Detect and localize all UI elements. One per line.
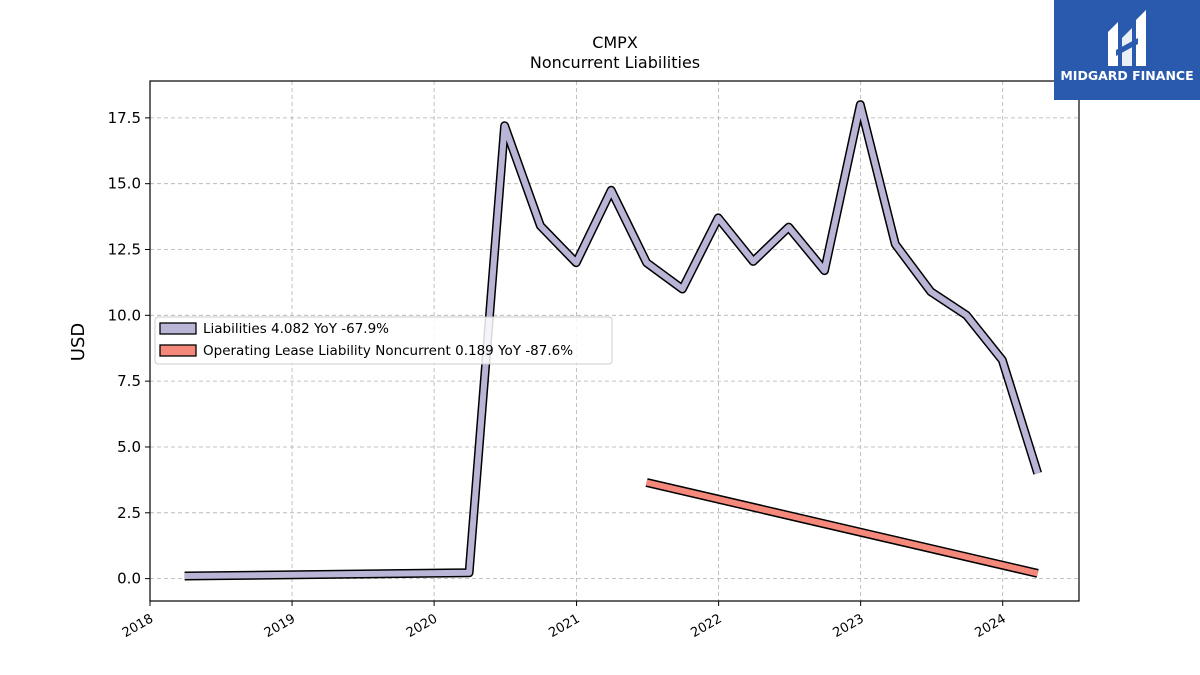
y-tick-label: 15.0 — [108, 175, 141, 193]
midgard-finance-logo: MIDGARD FINANCE — [1054, 0, 1200, 100]
ticks: 0.0 2.5 5.0 7.5 10.0 12.5 15.0 17.5 2018 2019 2020… — [108, 109, 1009, 641]
series-operating-lease-line — [645, 479, 1039, 577]
y-tick-label: 0.0 — [117, 570, 141, 588]
series-liabilities — [184, 100, 1042, 581]
legend: Liabilities 4.082 YoY -67.9% Operating L… — [154, 316, 613, 365]
y-axis-label: USD — [68, 323, 89, 361]
x-tick-label: 2022 — [688, 611, 724, 641]
x-tick-label: 2023 — [831, 611, 867, 641]
x-tick-label: 2019 — [262, 611, 298, 641]
y-tick-label: 5.0 — [117, 438, 141, 456]
x-tick-label: 2020 — [404, 611, 440, 641]
legend-label-operating-lease: Operating Lease Liability Noncurrent 0.1… — [203, 343, 573, 359]
chart-subtitle: Noncurrent Liabilities — [530, 53, 700, 72]
series-layer — [184, 100, 1042, 581]
y-tick-label: 10.0 — [108, 306, 141, 324]
y-tick-label: 12.5 — [108, 241, 141, 259]
legend-box — [154, 316, 613, 365]
x-tick-label: 2018 — [120, 611, 156, 641]
y-tick-label: 17.5 — [108, 109, 141, 127]
legend-swatch-liabilities — [159, 322, 197, 335]
legend-swatch-operating-lease — [159, 344, 197, 357]
y-tick-label: 7.5 — [117, 372, 141, 390]
y-tick-label: 2.5 — [117, 504, 141, 522]
legend-label-liabilities: Liabilities 4.082 YoY -67.9% — [203, 321, 389, 337]
x-tick-label: 2024 — [973, 611, 1009, 641]
chart-title: CMPX — [592, 33, 638, 52]
x-tick-label: 2021 — [546, 611, 582, 641]
series-liabilities-line — [184, 101, 1041, 579]
logo-mark-icon — [1108, 10, 1146, 66]
logo-text: MIDGARD FINANCE — [1060, 68, 1194, 83]
series-operating-lease — [645, 478, 1039, 578]
plot-frame — [149, 80, 1080, 602]
